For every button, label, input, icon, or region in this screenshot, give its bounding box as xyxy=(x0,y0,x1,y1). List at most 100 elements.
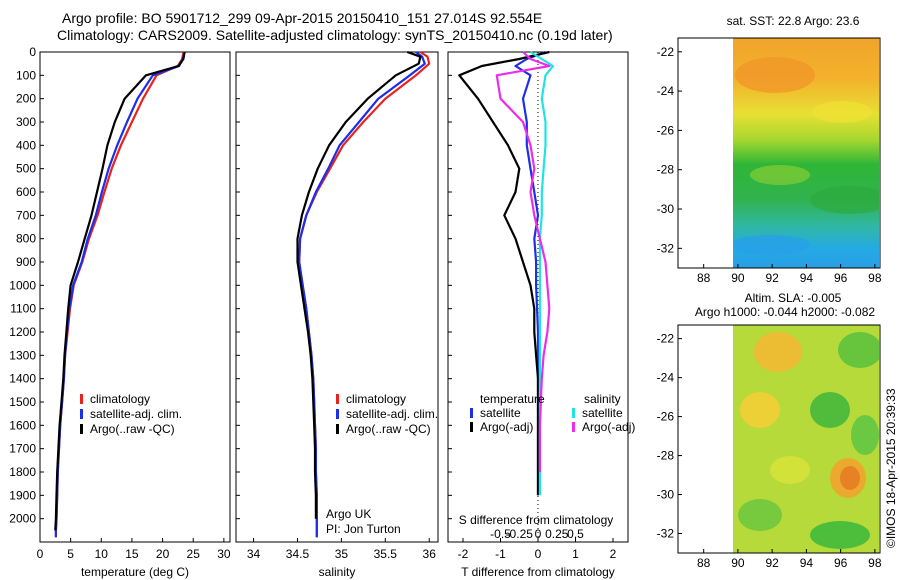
series-line xyxy=(458,50,550,496)
top-axis-label: S difference from climatology xyxy=(459,513,614,527)
legend-label: Argo(-adj) xyxy=(582,420,635,434)
legend-header-salinity: salinity xyxy=(584,392,621,406)
y-tick-label: 1600 xyxy=(9,418,36,432)
x-axis-label: salinity xyxy=(319,565,356,579)
map-x-tick-label: 94 xyxy=(800,271,814,285)
top-tick-label: -0.25 xyxy=(506,527,534,541)
y-tick-label: 1900 xyxy=(9,488,36,502)
y-tick-label: 1000 xyxy=(9,278,36,292)
map-x-tick-label: 98 xyxy=(868,556,882,570)
top-tick-label: 0.5 xyxy=(567,527,584,541)
sst-map-title: sat. SST: 22.8 Argo: 23.6 xyxy=(726,14,860,28)
legend-label: satellite-adj. clim. xyxy=(346,407,438,421)
y-tick-label: 200 xyxy=(16,92,36,106)
map-y-tick-label: -22 xyxy=(657,332,675,346)
legend-label: Argo(-adj) xyxy=(480,420,533,434)
sla-map-title-line1: Altim. SLA: -0.005 xyxy=(744,291,842,305)
legend-label: climatology xyxy=(346,392,406,406)
x-tick-label: 0 xyxy=(37,547,44,561)
legend-header-temperature: temperature xyxy=(480,392,545,406)
legend-label: climatology xyxy=(90,392,150,406)
legend-label: satellite xyxy=(480,406,521,420)
x-tick-label: 34 xyxy=(247,547,261,561)
map-frame-1 xyxy=(677,37,881,269)
map-x-tick-label: 92 xyxy=(765,271,779,285)
series-line xyxy=(296,50,422,519)
float-annotation: PI: Jon Turton xyxy=(326,522,401,536)
series-line xyxy=(529,51,555,496)
x-tick-label: 2 xyxy=(610,547,617,561)
map-y-tick-label: -30 xyxy=(657,202,675,216)
map-x-tick-label: 90 xyxy=(731,556,745,570)
y-tick-label: 300 xyxy=(16,115,36,129)
legend-label: Argo(..raw -QC) xyxy=(346,422,431,436)
map-y-tick-label: -28 xyxy=(657,163,675,177)
map-y-tick-label: -28 xyxy=(657,449,675,463)
series-line xyxy=(495,51,551,472)
legend-swatch xyxy=(470,408,473,418)
y-tick-label: 1100 xyxy=(10,302,36,316)
map-y-tick-label: -22 xyxy=(657,45,675,59)
map-x-tick-label: 96 xyxy=(834,556,848,570)
axes-frame-2 xyxy=(235,51,439,543)
legend-swatch xyxy=(572,422,575,432)
legend-swatch xyxy=(572,408,575,418)
sst-heatmap xyxy=(733,38,879,268)
map-x-tick-label: 98 xyxy=(868,271,882,285)
legend-swatch xyxy=(336,409,339,419)
legend-label: satellite xyxy=(582,406,623,420)
legend-swatch xyxy=(336,394,339,404)
figure-title-line2: Climatology: CARS2009. Satellite-adjuste… xyxy=(57,27,613,43)
y-tick-label: 100 xyxy=(16,68,36,82)
x-tick-label: 10 xyxy=(95,547,109,561)
legend-swatch xyxy=(336,424,339,434)
y-tick-label: 0 xyxy=(29,45,36,59)
y-tick-label: 1800 xyxy=(9,465,36,479)
top-tick-label: 0 xyxy=(535,527,542,541)
legend-label: satellite-adj. clim. xyxy=(90,407,182,421)
map-x-tick-label: 94 xyxy=(800,556,814,570)
legend-swatch xyxy=(80,409,83,419)
series-line xyxy=(54,51,185,538)
y-tick-label: 900 xyxy=(16,255,36,269)
y-tick-label: 1400 xyxy=(9,372,36,386)
sla-map-title-line2: Argo h1000: -0.044 h2000: -0.082 xyxy=(694,305,876,319)
y-tick-label: 700 xyxy=(16,208,36,222)
map-x-tick-label: 90 xyxy=(731,271,745,285)
y-tick-label: 1700 xyxy=(9,442,36,456)
series-line xyxy=(54,51,186,538)
legend-label: Argo(..raw -QC) xyxy=(90,422,175,436)
x-tick-label: 0 xyxy=(535,547,542,561)
series-line xyxy=(298,51,431,538)
top-tick-label: -0.5 xyxy=(490,527,511,541)
legend-swatch xyxy=(470,422,473,432)
x-tick-label: 1 xyxy=(572,547,579,561)
map-y-tick-label: -32 xyxy=(657,527,675,541)
map-x-tick-label: 92 xyxy=(765,556,779,570)
x-tick-label: -1 xyxy=(495,547,506,561)
x-tick-label: 34.5 xyxy=(286,547,310,561)
x-tick-label: 36 xyxy=(423,547,437,561)
legend-swatch xyxy=(80,394,83,404)
float-annotation: Argo UK xyxy=(326,507,371,521)
x-tick-label: 20 xyxy=(156,547,170,561)
map-y-tick-label: -26 xyxy=(657,410,675,424)
x-tick-label: 30 xyxy=(217,547,231,561)
map-y-tick-label: -30 xyxy=(657,488,675,502)
x-axis-label: temperature (deg C) xyxy=(81,565,189,579)
map-frame-2 xyxy=(677,324,881,554)
figure-title-line1: Argo profile: BO 5901712_299 09-Apr-2015… xyxy=(62,10,543,26)
x-tick-label: 15 xyxy=(125,547,139,561)
map-x-tick-label: 96 xyxy=(834,271,848,285)
y-tick-label: 400 xyxy=(16,138,36,152)
y-tick-label: 500 xyxy=(16,162,36,176)
axes-frame-1 xyxy=(39,51,231,543)
map-y-tick-label: -24 xyxy=(657,371,675,385)
y-tick-label: 600 xyxy=(16,185,36,199)
map-y-tick-label: -26 xyxy=(657,123,675,137)
series-line xyxy=(54,51,186,531)
x-tick-label: 5 xyxy=(67,547,74,561)
y-tick-label: 1200 xyxy=(9,325,36,339)
x-tick-label: 35.5 xyxy=(374,547,398,561)
